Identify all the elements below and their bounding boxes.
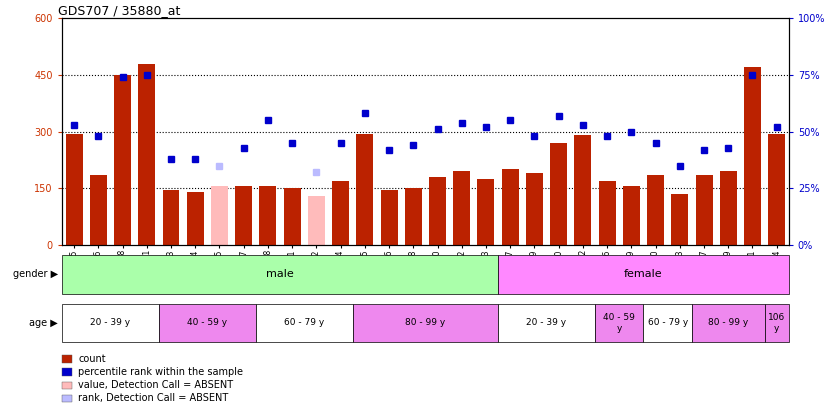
Text: 60 - 79 y: 60 - 79 y <box>284 318 325 328</box>
Bar <box>235 186 252 245</box>
Text: 106
y: 106 y <box>768 313 786 333</box>
Bar <box>138 64 155 245</box>
Text: male: male <box>266 269 294 279</box>
Text: 40 - 59 y: 40 - 59 y <box>188 318 227 328</box>
Text: gender ▶: gender ▶ <box>12 269 58 279</box>
Bar <box>574 135 591 245</box>
Bar <box>332 181 349 245</box>
Bar <box>768 134 786 245</box>
Bar <box>429 177 446 245</box>
Bar <box>599 181 615 245</box>
Bar <box>353 304 498 342</box>
Text: 80 - 99 y: 80 - 99 y <box>708 318 748 328</box>
Text: 40 - 59
y: 40 - 59 y <box>603 313 635 333</box>
Bar <box>308 196 325 245</box>
Bar <box>623 186 640 245</box>
Bar <box>695 175 713 245</box>
Bar <box>159 304 256 342</box>
Text: 20 - 39 y: 20 - 39 y <box>90 318 131 328</box>
Bar <box>356 134 373 245</box>
Bar <box>211 186 228 245</box>
Bar <box>187 192 204 245</box>
Bar <box>744 67 761 245</box>
Bar <box>595 304 643 342</box>
Bar <box>672 194 688 245</box>
Bar <box>643 304 692 342</box>
Bar <box>259 186 277 245</box>
Bar <box>692 304 765 342</box>
Bar <box>477 179 495 245</box>
Text: 60 - 79 y: 60 - 79 y <box>648 318 688 328</box>
Bar <box>256 304 353 342</box>
Bar <box>283 188 301 245</box>
Text: count: count <box>78 354 106 364</box>
Text: GDS707 / 35880_at: GDS707 / 35880_at <box>59 4 181 17</box>
Bar <box>381 190 397 245</box>
Bar <box>550 143 567 245</box>
Bar <box>114 75 131 245</box>
Text: value, Detection Call = ABSENT: value, Detection Call = ABSENT <box>78 380 234 390</box>
Bar <box>90 175 107 245</box>
Text: percentile rank within the sample: percentile rank within the sample <box>78 367 244 377</box>
Bar <box>765 304 789 342</box>
Bar <box>498 304 595 342</box>
Text: 20 - 39 y: 20 - 39 y <box>526 318 567 328</box>
Bar <box>719 171 737 245</box>
Bar <box>62 304 159 342</box>
Bar <box>526 173 543 245</box>
Bar <box>647 175 664 245</box>
Text: 80 - 99 y: 80 - 99 y <box>406 318 445 328</box>
Bar <box>65 134 83 245</box>
Bar <box>498 255 789 294</box>
Text: female: female <box>624 269 662 279</box>
Text: rank, Detection Call = ABSENT: rank, Detection Call = ABSENT <box>78 393 229 403</box>
Bar <box>501 169 519 245</box>
Bar <box>163 190 179 245</box>
Bar <box>62 255 498 294</box>
Text: age ▶: age ▶ <box>29 318 58 328</box>
Bar <box>405 188 422 245</box>
Bar <box>453 171 470 245</box>
